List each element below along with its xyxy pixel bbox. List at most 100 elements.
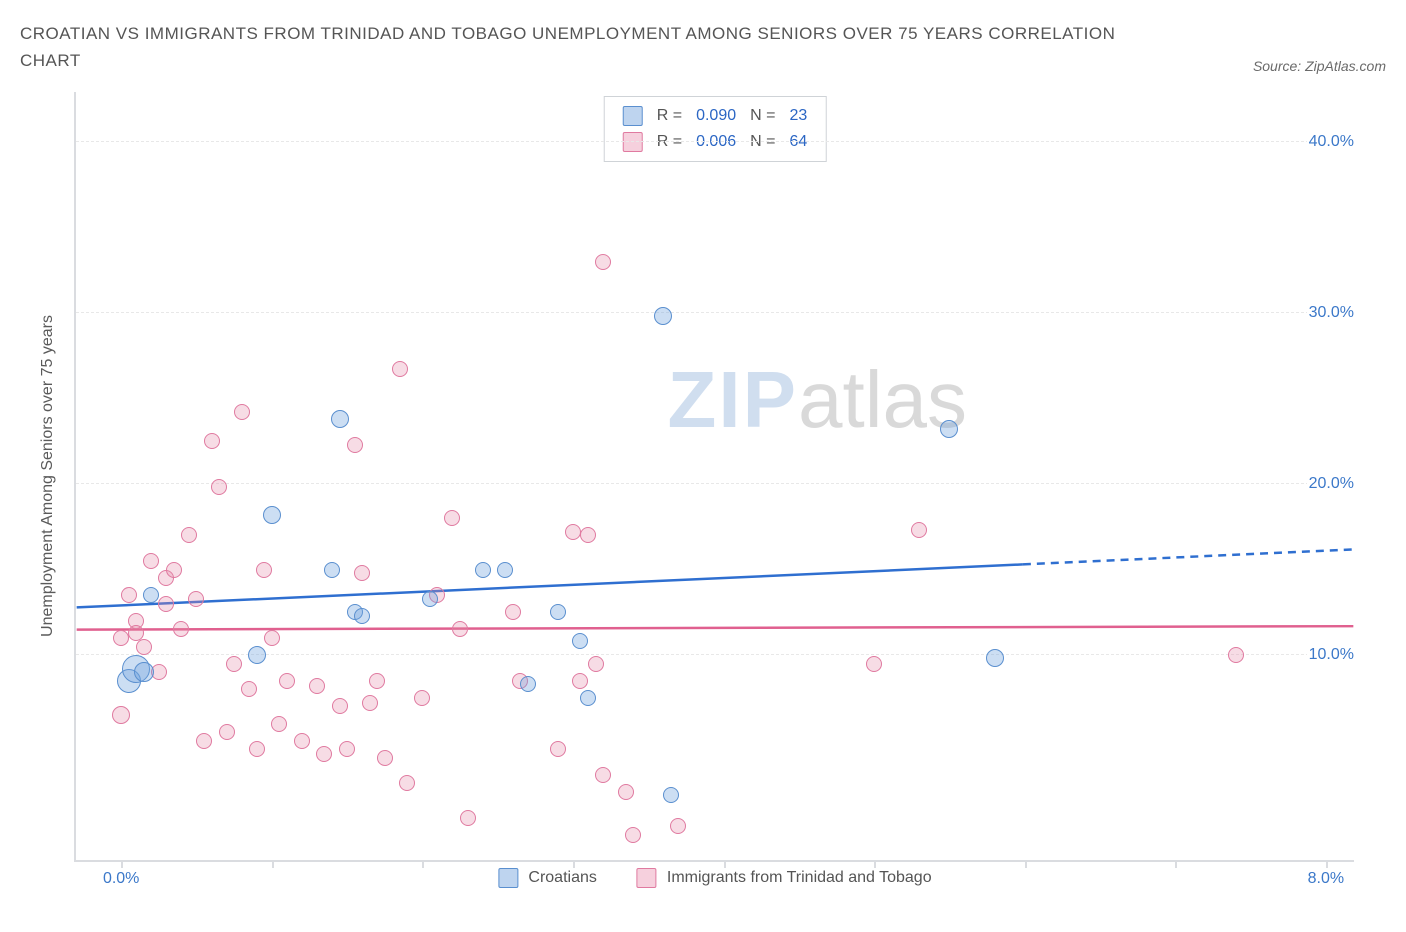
data-point-blue xyxy=(986,649,1004,667)
data-point-pink xyxy=(670,818,686,834)
data-point-blue xyxy=(263,506,281,524)
x-tick-label: 8.0% xyxy=(1308,870,1344,888)
data-point-pink xyxy=(625,827,641,843)
data-point-pink xyxy=(332,698,348,714)
data-point-pink xyxy=(550,741,566,757)
data-point-pink xyxy=(309,678,325,694)
source-label: Source: ZipAtlas.com xyxy=(1253,58,1386,74)
n-value-pink: 64 xyxy=(789,129,807,155)
plot-area: Unemployment Among Seniors over 75 years… xyxy=(74,92,1354,862)
data-point-pink xyxy=(414,690,430,706)
data-point-blue xyxy=(572,633,588,649)
data-point-pink xyxy=(452,621,468,637)
data-point-pink xyxy=(1228,647,1244,663)
data-point-blue xyxy=(475,562,491,578)
n-label: N = xyxy=(750,103,775,129)
x-tick xyxy=(1326,860,1328,868)
x-tick xyxy=(1025,860,1027,868)
x-tick xyxy=(272,860,274,868)
legend-label: Croatians xyxy=(528,869,596,887)
data-point-pink xyxy=(362,695,378,711)
data-point-blue xyxy=(663,787,679,803)
data-point-pink xyxy=(392,361,408,377)
data-point-pink xyxy=(249,741,265,757)
chart-title: CROATIAN VS IMMIGRANTS FROM TRINIDAD AND… xyxy=(20,20,1120,74)
data-point-blue xyxy=(134,662,154,682)
x-tick xyxy=(724,860,726,868)
data-point-pink xyxy=(444,510,460,526)
data-point-pink xyxy=(339,741,355,757)
n-value-blue: 23 xyxy=(789,103,807,129)
data-point-pink xyxy=(580,527,596,543)
data-point-blue xyxy=(248,646,266,664)
x-tick xyxy=(874,860,876,868)
data-point-pink xyxy=(204,433,220,449)
data-point-pink xyxy=(595,767,611,783)
data-point-pink xyxy=(347,437,363,453)
data-point-pink xyxy=(866,656,882,672)
data-point-pink xyxy=(505,604,521,620)
swatch-blue-icon xyxy=(623,106,643,126)
n-label: N = xyxy=(750,129,775,155)
r-value-blue: 0.090 xyxy=(696,103,736,129)
x-tick xyxy=(121,860,123,868)
watermark-zip: ZIP xyxy=(668,355,798,444)
data-point-blue xyxy=(354,608,370,624)
data-point-blue xyxy=(550,604,566,620)
header: CROATIAN VS IMMIGRANTS FROM TRINIDAD AND… xyxy=(20,20,1386,74)
swatch-blue-icon xyxy=(498,868,518,888)
data-point-pink xyxy=(121,587,137,603)
legend-item-croatians: Croatians xyxy=(498,868,596,888)
legend-correlation: R = 0.090 N = 23 R = 0.006 N = 64 xyxy=(604,96,827,161)
data-point-pink xyxy=(565,524,581,540)
legend-label: Immigrants from Trinidad and Tobago xyxy=(667,869,932,887)
data-point-pink xyxy=(369,673,385,689)
data-point-pink xyxy=(256,562,272,578)
data-point-pink xyxy=(911,522,927,538)
r-value-pink: 0.006 xyxy=(696,129,736,155)
data-point-pink xyxy=(354,565,370,581)
r-label: R = xyxy=(657,103,682,129)
data-point-blue xyxy=(940,420,958,438)
data-point-blue xyxy=(422,591,438,607)
y-tick-label: 30.0% xyxy=(1307,304,1356,322)
x-tick xyxy=(1175,860,1177,868)
gridline xyxy=(76,483,1354,484)
data-point-blue xyxy=(143,587,159,603)
gridline xyxy=(76,654,1354,655)
data-point-pink xyxy=(219,724,235,740)
data-point-blue xyxy=(580,690,596,706)
data-point-pink xyxy=(158,596,174,612)
data-point-pink xyxy=(271,716,287,732)
data-point-blue xyxy=(654,307,672,325)
swatch-pink-icon xyxy=(637,868,657,888)
gridline xyxy=(76,141,1354,142)
legend-series: Croatians Immigrants from Trinidad and T… xyxy=(498,868,931,888)
data-point-pink xyxy=(211,479,227,495)
data-point-pink xyxy=(316,746,332,762)
data-point-pink xyxy=(226,656,242,672)
trend-lines xyxy=(76,92,1354,860)
legend-item-immigrants: Immigrants from Trinidad and Tobago xyxy=(637,868,932,888)
data-point-blue xyxy=(331,410,349,428)
data-point-pink xyxy=(399,775,415,791)
data-point-blue xyxy=(520,676,536,692)
data-point-pink xyxy=(188,591,204,607)
r-label: R = xyxy=(657,129,682,155)
data-point-pink xyxy=(279,673,295,689)
y-tick-label: 40.0% xyxy=(1307,133,1356,151)
data-point-blue xyxy=(497,562,513,578)
data-point-pink xyxy=(113,630,129,646)
y-tick-label: 20.0% xyxy=(1307,475,1356,493)
data-point-pink xyxy=(618,784,634,800)
data-point-pink xyxy=(143,553,159,569)
data-point-pink xyxy=(136,639,152,655)
data-point-pink xyxy=(588,656,604,672)
x-tick-label: 0.0% xyxy=(103,870,139,888)
data-point-blue xyxy=(324,562,340,578)
data-point-pink xyxy=(181,527,197,543)
x-tick xyxy=(573,860,575,868)
y-axis-title: Unemployment Among Seniors over 75 years xyxy=(39,315,57,637)
x-tick xyxy=(422,860,424,868)
data-point-pink xyxy=(196,733,212,749)
